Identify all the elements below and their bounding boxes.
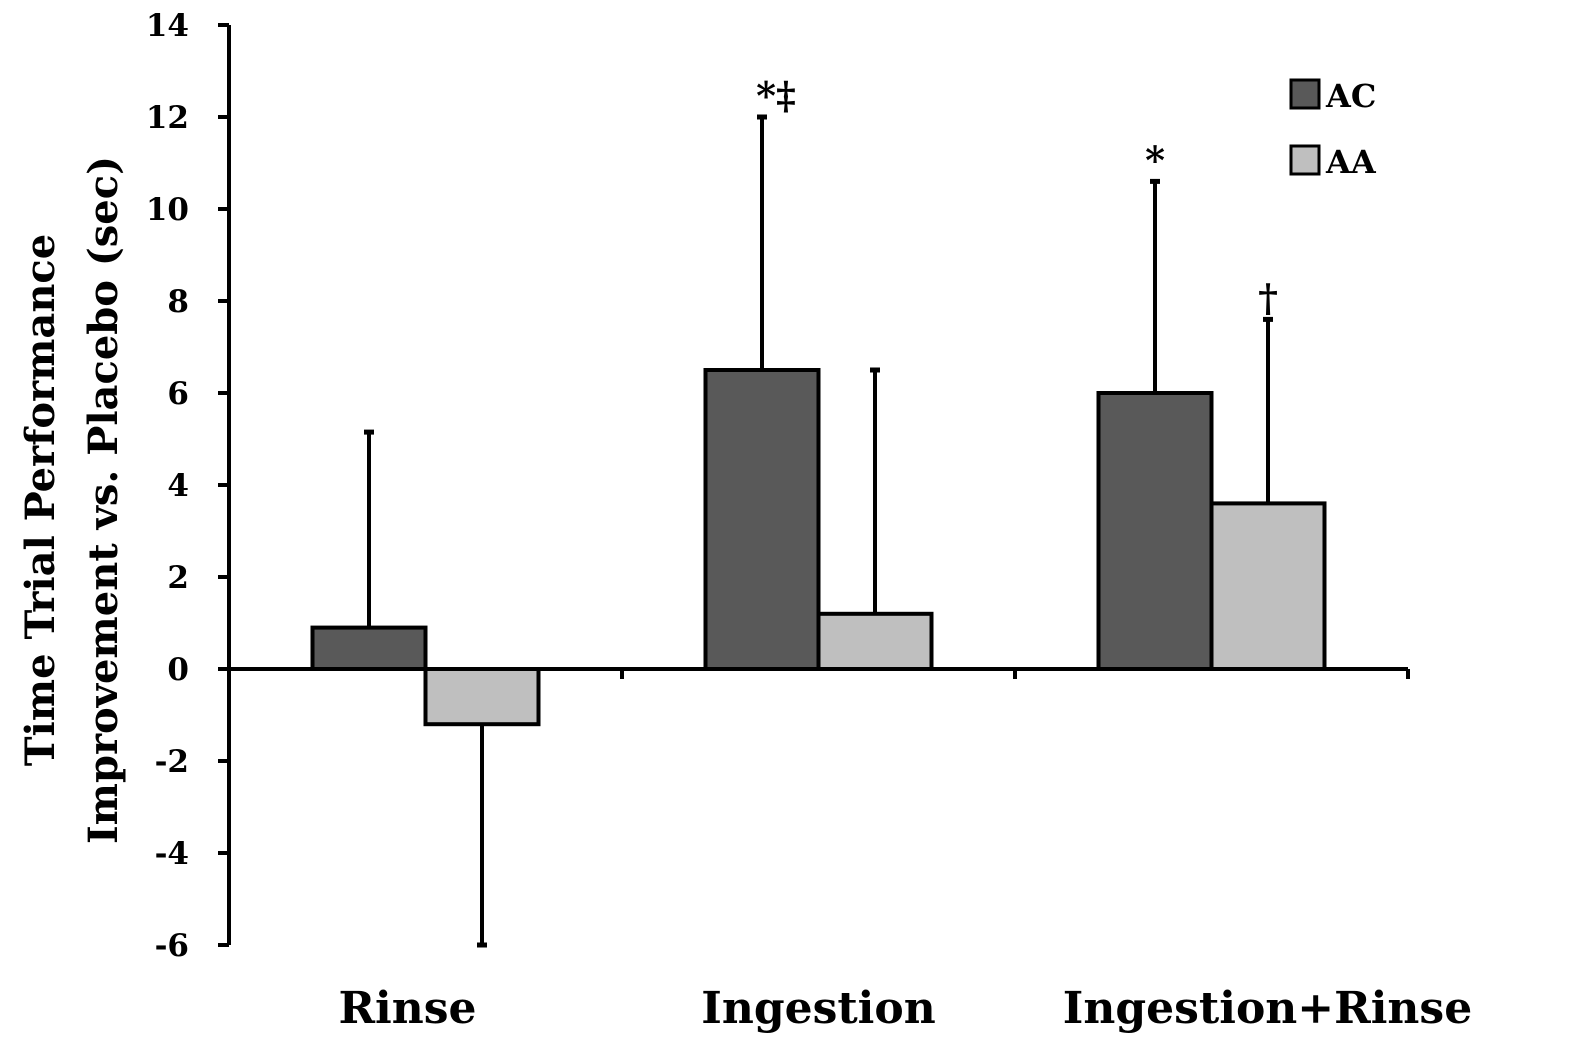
y-axis-label-line-2: Improvement vs. Placebo (sec)	[80, 156, 127, 844]
bar-ac	[703, 368, 821, 671]
legend: AC AA	[1289, 77, 1377, 181]
x-category-label: Ingestion+Rinse	[1063, 983, 1472, 1034]
significance-marker: †	[1258, 275, 1278, 320]
y-tick-label: 4	[167, 468, 189, 504]
y-tick-label: 8	[167, 284, 189, 320]
bar-ac	[310, 625, 428, 671]
y-tick-label: 0	[167, 652, 189, 688]
legend-swatch-ac	[1289, 78, 1321, 110]
significance-marker: *	[1145, 137, 1165, 182]
x-category-label: Rinse	[338, 983, 476, 1034]
y-tick-label: -6	[155, 928, 189, 964]
y-axis-label: Time Trial Performance Improvement vs. P…	[17, 156, 127, 844]
y-tick-label: -4	[155, 836, 189, 872]
legend-label-ac: AC	[1325, 77, 1376, 115]
y-tick-label: 6	[167, 376, 189, 412]
legend-swatch-aa	[1289, 144, 1321, 176]
bar-aa	[1209, 501, 1327, 671]
y-tick-label: -2	[155, 744, 189, 780]
y-tick-label: 10	[146, 192, 189, 228]
bars	[310, 368, 1327, 727]
x-category-label: Ingestion	[701, 983, 935, 1034]
bar-aa	[423, 667, 541, 727]
y-tick-label: 2	[167, 560, 189, 596]
significance-marker: *‡	[756, 73, 796, 118]
y-tick-label: 14	[146, 8, 189, 44]
y-tick-label: 12	[146, 100, 189, 136]
bar-ac	[1096, 391, 1214, 671]
y-axis-label-line-1: Time Trial Performance	[17, 234, 64, 766]
annotations: *‡ * †	[756, 73, 1278, 320]
bar-aa	[816, 611, 934, 671]
legend-label-aa: AA	[1325, 143, 1377, 181]
error-bars	[364, 114, 1273, 948]
